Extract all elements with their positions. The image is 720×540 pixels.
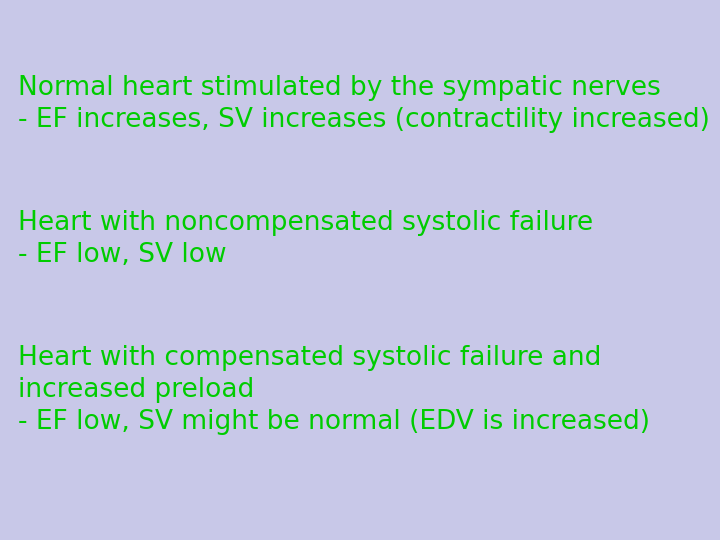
Text: - EF increases, SV increases (contractility increased): - EF increases, SV increases (contractil… bbox=[18, 107, 710, 133]
Text: - EF low, SV might be normal (EDV is increased): - EF low, SV might be normal (EDV is inc… bbox=[18, 409, 650, 435]
Text: Heart with noncompensated systolic failure: Heart with noncompensated systolic failu… bbox=[18, 210, 593, 236]
Text: Heart with compensated systolic failure and: Heart with compensated systolic failure … bbox=[18, 345, 601, 371]
Text: - EF low, SV low: - EF low, SV low bbox=[18, 242, 227, 268]
Text: increased preload: increased preload bbox=[18, 377, 254, 403]
Text: Normal heart stimulated by the sympatic nerves: Normal heart stimulated by the sympatic … bbox=[18, 75, 661, 101]
